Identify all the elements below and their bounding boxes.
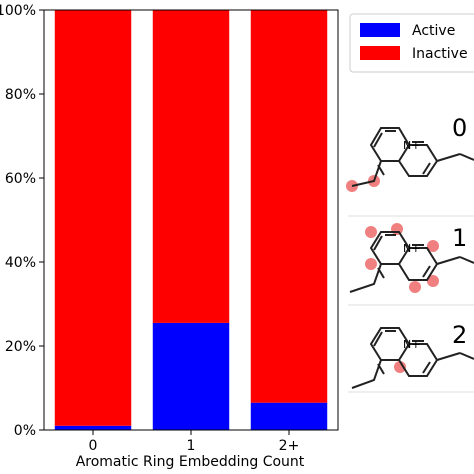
highlight-atom bbox=[394, 361, 406, 373]
highlight-atom bbox=[427, 275, 439, 287]
molecule-structure-icon bbox=[351, 327, 474, 389]
atom-label: N+ bbox=[403, 139, 420, 152]
y-axis: 0% 20% 40% 60% 80% 100% bbox=[0, 3, 44, 439]
highlight-atom bbox=[409, 281, 421, 293]
highlight-atom bbox=[365, 226, 377, 238]
molecule-panel-2: N+ 2 bbox=[351, 321, 474, 389]
panel-label: 1 bbox=[452, 224, 467, 252]
panel-label: 2 bbox=[452, 321, 467, 349]
molecule-structure-icon bbox=[349, 231, 474, 293]
legend: Active Inactive bbox=[349, 13, 474, 73]
bar-active-2 bbox=[250, 402, 328, 430]
y-tick-label: 20% bbox=[5, 339, 36, 355]
y-tick-label: 100% bbox=[0, 3, 36, 19]
molecule-panel-1: N+ 1 bbox=[349, 223, 474, 293]
x-tick-label: 2+ bbox=[279, 438, 300, 454]
x-axis-label: Aromatic Ring Embedding Count bbox=[76, 454, 305, 470]
molecule-structure-icon bbox=[351, 127, 474, 187]
legend-label-inactive: Inactive bbox=[412, 46, 468, 62]
highlight-atom bbox=[427, 240, 439, 252]
molecule-panel-0: N+ 0 bbox=[346, 114, 474, 192]
atom-label: N+ bbox=[403, 242, 420, 255]
legend-label-active: Active bbox=[412, 23, 455, 39]
legend-swatch-active bbox=[360, 23, 400, 37]
highlight-atom bbox=[391, 223, 403, 235]
legend-swatch-inactive bbox=[360, 46, 400, 60]
plot-area bbox=[43, 9, 339, 431]
y-tick-label: 40% bbox=[5, 255, 36, 271]
y-tick-label: 80% bbox=[5, 87, 36, 103]
bar-active-1 bbox=[152, 322, 230, 430]
bar-inactive-0 bbox=[54, 10, 132, 426]
x-tick-label: 1 bbox=[187, 438, 196, 454]
y-tick-label: 0% bbox=[14, 423, 36, 439]
highlight-atom bbox=[365, 258, 377, 270]
bar-active-0 bbox=[54, 425, 132, 430]
panel-label: 0 bbox=[452, 114, 467, 142]
x-axis: 0 1 2+ bbox=[89, 430, 300, 454]
atom-label: N+ bbox=[403, 338, 420, 351]
molecule-panels: N+ 0 N+ 1 N+ 2 bbox=[346, 114, 474, 393]
bar-inactive-1 bbox=[152, 10, 230, 323]
x-tick-label: 0 bbox=[89, 438, 98, 454]
bar-inactive-2 bbox=[250, 10, 328, 403]
y-tick-label: 60% bbox=[5, 171, 36, 187]
